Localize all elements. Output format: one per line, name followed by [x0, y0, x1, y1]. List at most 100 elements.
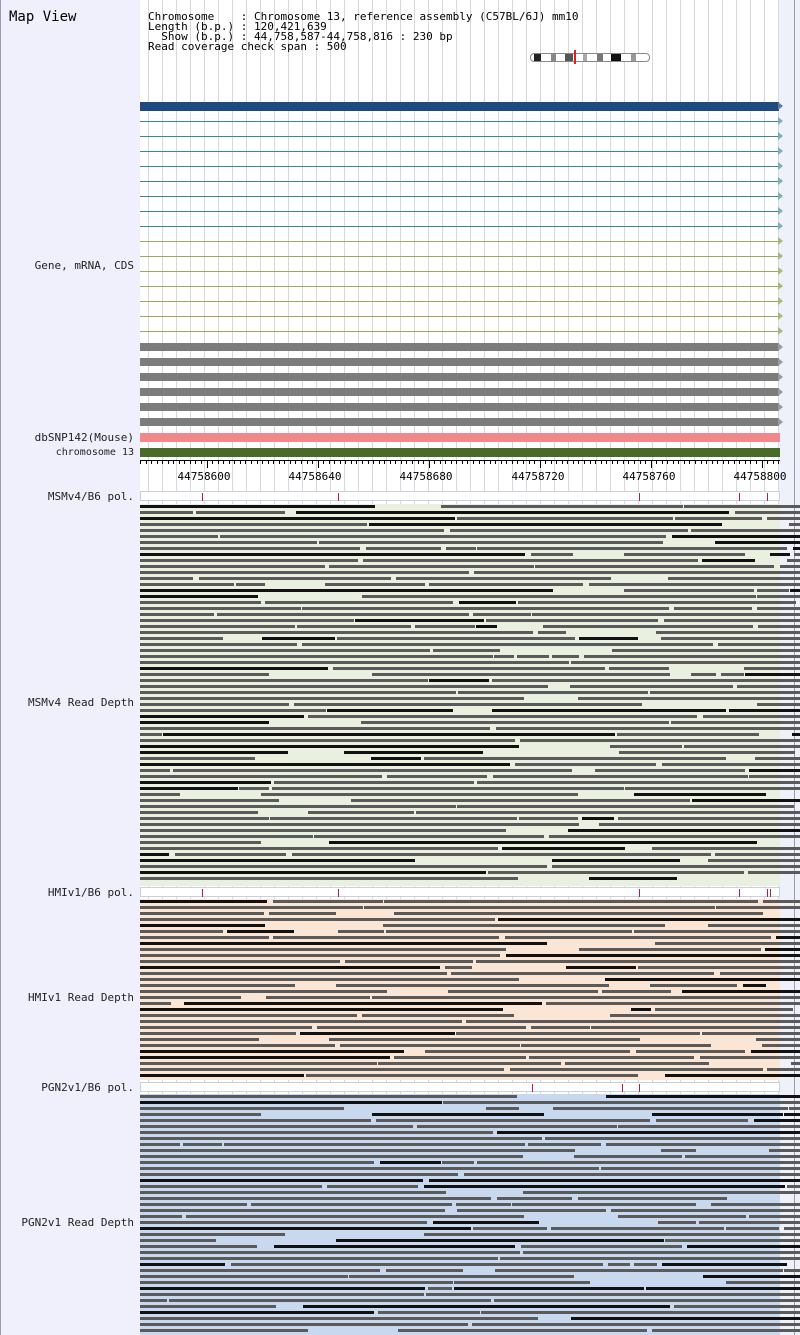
sequence-read — [140, 823, 579, 826]
ruler-tick — [412, 460, 413, 464]
sequence-read — [262, 637, 335, 640]
sequence-read — [372, 673, 670, 676]
ruler-tick — [240, 460, 241, 464]
sequence-read — [457, 1209, 606, 1212]
ruler-tick — [750, 460, 751, 464]
gene-feature-bar — [140, 343, 779, 351]
ruler-tick — [251, 460, 252, 464]
sequence-read — [140, 918, 495, 921]
sequence-read — [140, 1287, 425, 1290]
sequence-read — [662, 1263, 787, 1266]
ruler-tick — [606, 460, 607, 464]
sequence-read — [140, 1203, 247, 1206]
hmiv1-polymorphism-track[interactable] — [140, 887, 780, 897]
sequence-read — [319, 541, 663, 544]
sequence-read — [140, 739, 515, 742]
pgn2v1-read-depth-panel[interactable] — [140, 1094, 800, 1335]
ruler-tick — [362, 460, 363, 464]
sequence-read — [763, 900, 800, 903]
sequence-read — [787, 1185, 800, 1188]
sequence-read — [429, 679, 489, 682]
ruler-tick — [662, 460, 663, 464]
gene-feature-bar — [140, 181, 779, 182]
sequence-read — [552, 859, 680, 862]
sequence-read — [770, 553, 790, 556]
sequence-read — [371, 757, 421, 760]
sequence-read — [497, 1197, 572, 1200]
dbsnp-track-label: dbSNP142(Mouse) — [34, 431, 134, 444]
sequence-read — [308, 811, 414, 814]
sequence-read — [140, 1125, 413, 1128]
ruler-tick — [529, 460, 530, 464]
sequence-read — [314, 835, 544, 838]
chromosome-ideogram[interactable] — [530, 53, 650, 62]
sequence-read — [466, 1020, 800, 1023]
sequence-read — [456, 1203, 511, 1206]
sequence-read — [692, 799, 800, 802]
sequence-read — [140, 565, 325, 568]
sequence-read — [140, 1245, 257, 1248]
strand-arrow-icon — [778, 343, 783, 351]
sequence-read — [369, 523, 722, 526]
sequence-read — [140, 900, 267, 903]
ruler-tick — [184, 460, 185, 464]
ruler-tick — [762, 460, 763, 468]
sequence-read — [609, 667, 669, 670]
ruler-tick — [423, 460, 424, 464]
sequence-read — [140, 541, 317, 544]
sequence-read — [175, 853, 286, 856]
ruler-tick — [640, 460, 641, 464]
msmv4-read-depth-panel[interactable] — [140, 504, 800, 886]
sequence-read — [757, 595, 800, 598]
sequence-read — [140, 1101, 442, 1104]
sequence-read — [535, 565, 774, 568]
sequence-read — [140, 1179, 423, 1182]
strand-arrow-icon — [778, 327, 783, 335]
ruler-tick — [384, 460, 385, 464]
sequence-read — [140, 1068, 504, 1071]
sequence-read — [274, 1245, 515, 1248]
sequence-read — [477, 1161, 800, 1164]
sequence-read — [754, 1119, 800, 1122]
dbsnp-track[interactable] — [140, 433, 780, 442]
sequence-read — [386, 930, 632, 933]
ruler-tick — [290, 460, 291, 464]
strand-arrow-icon — [778, 222, 783, 230]
msmv4-polymorphism-track[interactable] — [140, 491, 780, 501]
ruler-tick — [617, 460, 618, 464]
polymorphism-mark — [739, 493, 740, 501]
ruler-tick — [434, 460, 435, 464]
sequence-read — [543, 625, 753, 628]
chromosome-track[interactable] — [140, 448, 780, 457]
ruler-tick — [634, 460, 635, 464]
ruler-tick — [157, 460, 158, 464]
ruler-tick — [323, 460, 324, 464]
sequence-read — [502, 847, 625, 850]
sequence-read — [338, 930, 384, 933]
sequence-read — [606, 1143, 800, 1146]
sequence-read — [636, 1050, 745, 1053]
sequence-read — [702, 559, 755, 562]
sequence-read — [606, 1095, 800, 1098]
sequence-read — [140, 1032, 296, 1035]
sequence-read — [486, 619, 658, 622]
sequence-read — [656, 1119, 748, 1122]
sequence-read — [362, 1014, 514, 1017]
sequence-read — [140, 1008, 503, 1011]
pgn2v1-polymorphism-track[interactable] — [140, 1082, 780, 1092]
ruler-tick — [356, 460, 357, 464]
sequence-read — [380, 1161, 441, 1164]
sequence-read — [655, 942, 800, 945]
sequence-read — [273, 936, 499, 939]
sequence-read — [715, 853, 800, 856]
strand-arrow-icon — [778, 192, 783, 200]
sequence-read — [140, 589, 553, 592]
hmiv1-pol-label: HMIv1/B6 pol. — [47, 886, 134, 899]
hmiv1-read-depth-panel[interactable] — [140, 899, 800, 1080]
sequence-read — [140, 1026, 312, 1029]
sequence-read — [140, 709, 326, 712]
sequence-read — [140, 1209, 445, 1212]
sequence-read — [718, 643, 800, 646]
sequence-read — [495, 1269, 783, 1272]
sequence-read — [506, 954, 800, 957]
